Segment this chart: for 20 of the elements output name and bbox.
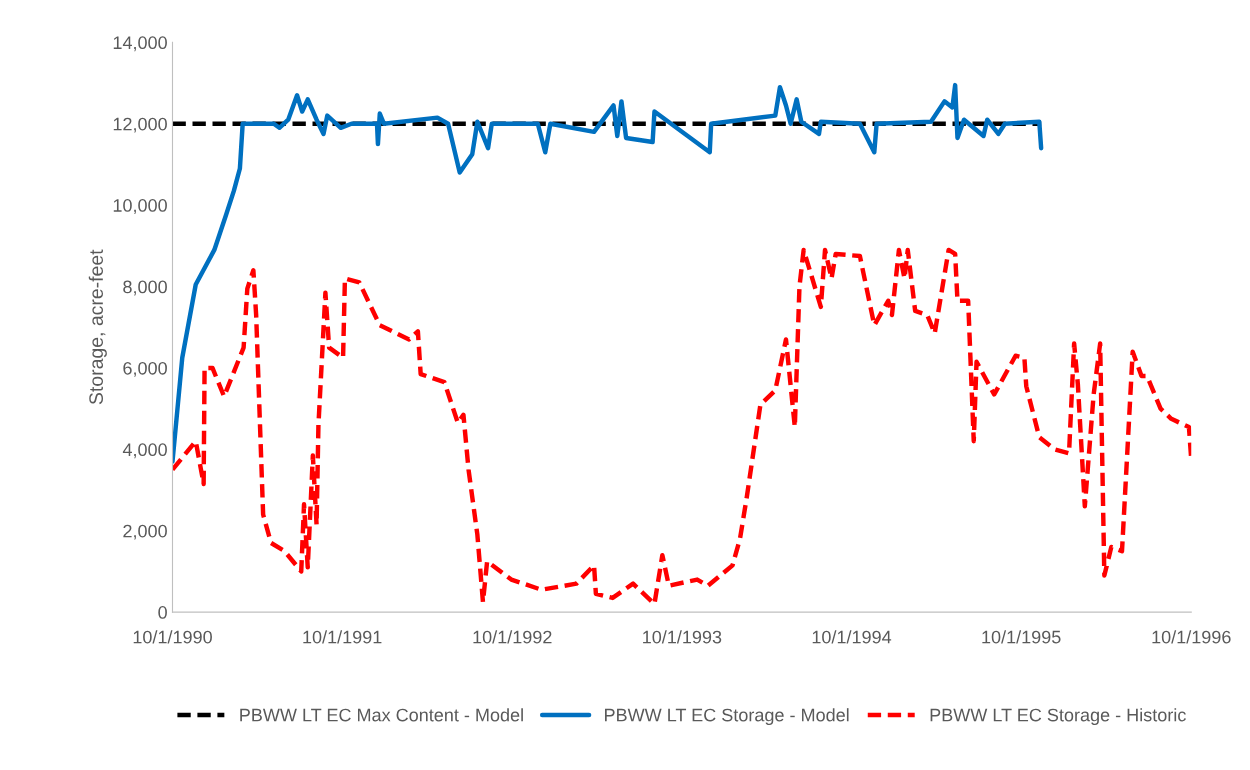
x-tick-label: 10/1/1993 <box>643 630 722 644</box>
y-tick-label: 6,000 <box>123 361 167 377</box>
x-tick-label: 10/1/1991 <box>303 630 382 644</box>
y-tick-label: 14,000 <box>113 36 167 52</box>
line-series <box>172 82 1044 464</box>
legend-label: PBWW LT EC Max Content - Model <box>240 708 523 722</box>
y-tick-label: 0 <box>158 606 167 619</box>
y-tick-label: 8,000 <box>123 280 167 296</box>
x-tick-label: 10/1/1994 <box>812 630 892 644</box>
x-tick-label: 10/1/1992 <box>473 630 552 644</box>
y-tick-label: 2,000 <box>123 524 167 540</box>
x-tick-label: 10/1/1990 <box>133 630 212 644</box>
x-tick-label: 10/1/1996 <box>1152 630 1231 644</box>
y-tick-label: 10,000 <box>113 199 167 214</box>
y-axis-title: Storage, acre-feet <box>88 249 107 405</box>
legend-label: PBWW LT EC Storage - Model <box>605 708 849 725</box>
x-tick-label: 10/1/1995 <box>982 630 1061 644</box>
y-tick-label: 4,000 <box>122 443 167 459</box>
y-tick-label: 12,000 <box>113 117 167 133</box>
legend-label: PBWW LT EC Storage - Historic <box>930 708 1186 725</box>
